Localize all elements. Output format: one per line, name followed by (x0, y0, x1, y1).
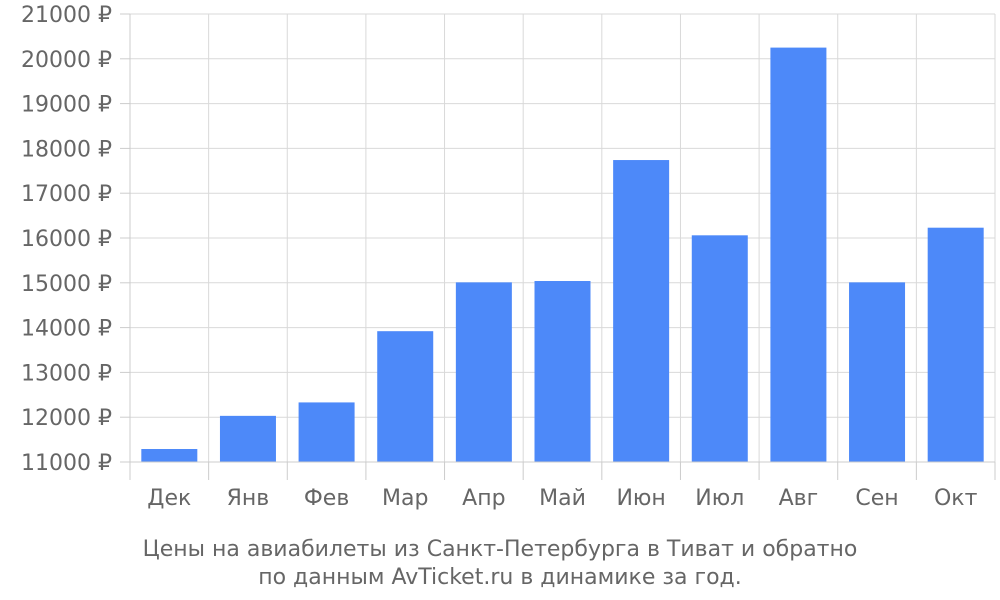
y-tick-label: 13000 ₽ (21, 361, 112, 386)
x-tick-label: Окт (934, 486, 978, 511)
axes (120, 13, 996, 480)
y-tick-label: 16000 ₽ (21, 227, 112, 252)
caption-line-1: Цены на авиабилеты из Санкт-Петербурга в… (143, 537, 858, 562)
bar-5 (534, 281, 591, 462)
x-tick-label: Авг (779, 486, 819, 511)
bar-3 (377, 331, 434, 462)
bar-2 (298, 402, 355, 462)
bar-8 (770, 47, 827, 462)
x-tick-label: Сен (855, 486, 898, 511)
y-tick-label: 15000 ₽ (21, 272, 112, 297)
y-tick-label: 18000 ₽ (21, 137, 112, 162)
y-tick-label: 12000 ₽ (21, 406, 112, 431)
x-tick-label: Июн (616, 486, 665, 511)
x-tick-label: Июл (695, 486, 744, 511)
caption-line-2: по данным AvTicket.ru в динамике за год. (258, 565, 742, 590)
bar-6 (613, 160, 670, 462)
bar-1 (219, 415, 276, 462)
y-tick-label: 20000 ₽ (21, 48, 112, 73)
y-tick-label: 17000 ₽ (21, 182, 112, 207)
x-tick-label: Мар (382, 486, 428, 511)
y-tick-label: 14000 ₽ (21, 317, 112, 342)
bar-10 (927, 227, 984, 462)
bar-4 (455, 282, 512, 462)
x-tick-label: Янв (227, 486, 270, 511)
y-tick-label: 19000 ₽ (21, 93, 112, 118)
bar-7 (691, 235, 748, 462)
y-tick-labels: 11000 ₽ 12000 ₽ 13000 ₽ 14000 ₽ 15000 ₽ 16000… (21, 3, 112, 476)
x-tick-label: Май (539, 486, 586, 511)
bar-0 (141, 449, 198, 462)
x-tick-label: Апр (462, 486, 505, 511)
y-tick-label: 11000 ₽ (21, 451, 112, 476)
x-tick-labels: Дек Янв Фев Мар Апр Май Июн Июл Авг Сен Окт (147, 486, 977, 511)
y-tick-label: 21000 ₽ (21, 3, 112, 28)
bar-9 (849, 282, 906, 462)
bars (141, 47, 984, 462)
x-tick-label: Дек (147, 486, 191, 511)
x-tick-label: Фев (304, 486, 349, 511)
